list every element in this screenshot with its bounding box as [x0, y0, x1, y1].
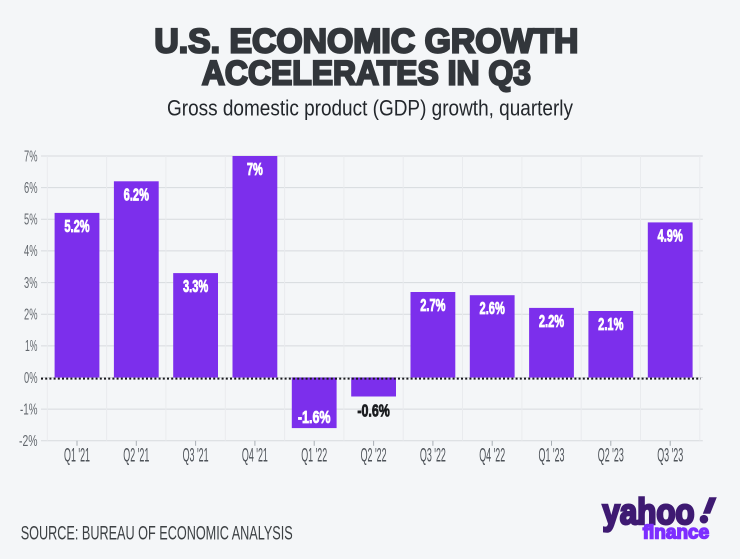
- svg-text:Q1 '22: Q1 '22: [301, 445, 327, 467]
- svg-text:2.1%: 2.1%: [598, 314, 623, 334]
- svg-text:-1%: -1%: [20, 401, 38, 418]
- svg-text:6.2%: 6.2%: [124, 184, 149, 204]
- svg-text:2.2%: 2.2%: [539, 311, 564, 331]
- svg-text:0%: 0%: [24, 370, 38, 387]
- svg-text:3%: 3%: [24, 275, 38, 292]
- svg-text:Q1 '21: Q1 '21: [64, 445, 90, 467]
- svg-text:Q2 '22: Q2 '22: [361, 445, 387, 467]
- svg-text:ACCELERATES IN Q3: ACCELERATES IN Q3: [202, 55, 531, 93]
- svg-text:-0.6%: -0.6%: [357, 401, 390, 421]
- svg-text:finance: finance: [643, 523, 710, 544]
- svg-text:Q4 '21: Q4 '21: [242, 445, 268, 467]
- svg-text:Q1 '23: Q1 '23: [539, 445, 565, 467]
- svg-text:Q3 '23: Q3 '23: [657, 445, 683, 467]
- svg-text:4.9%: 4.9%: [658, 225, 683, 245]
- svg-text:U.S. ECONOMIC GROWTH: U.S. ECONOMIC GROWTH: [154, 22, 578, 60]
- svg-text:-2%: -2%: [19, 433, 38, 450]
- svg-text:1%: 1%: [25, 338, 38, 355]
- svg-text:SOURCE: BUREAU OF ECONOMIC ANA: SOURCE: BUREAU OF ECONOMIC ANALYSIS: [21, 523, 293, 545]
- svg-text:2%: 2%: [24, 307, 38, 324]
- svg-text:6%: 6%: [24, 180, 38, 197]
- svg-text:7%: 7%: [24, 148, 38, 165]
- svg-text:2.7%: 2.7%: [420, 295, 445, 315]
- svg-text:Q2 '21: Q2 '21: [123, 445, 149, 467]
- svg-text:3.3%: 3.3%: [183, 276, 208, 296]
- svg-text:Q4 '22: Q4 '22: [479, 445, 505, 467]
- svg-text:Q3 '22: Q3 '22: [420, 445, 446, 467]
- svg-text:7%: 7%: [247, 159, 263, 179]
- svg-text:5.2%: 5.2%: [64, 216, 89, 236]
- svg-text:-1.6%: -1.6%: [298, 407, 331, 427]
- svg-text:4%: 4%: [24, 243, 38, 260]
- svg-text:Q3 '21: Q3 '21: [183, 445, 209, 467]
- svg-text:5%: 5%: [24, 212, 38, 229]
- svg-text:yahoo: yahoo: [603, 491, 695, 532]
- svg-text:2.6%: 2.6%: [480, 298, 505, 318]
- svg-text:Gross domestic product (GDP) g: Gross domestic product (GDP) growth, qua…: [167, 95, 573, 120]
- svg-text:Q2 '23: Q2 '23: [598, 445, 624, 467]
